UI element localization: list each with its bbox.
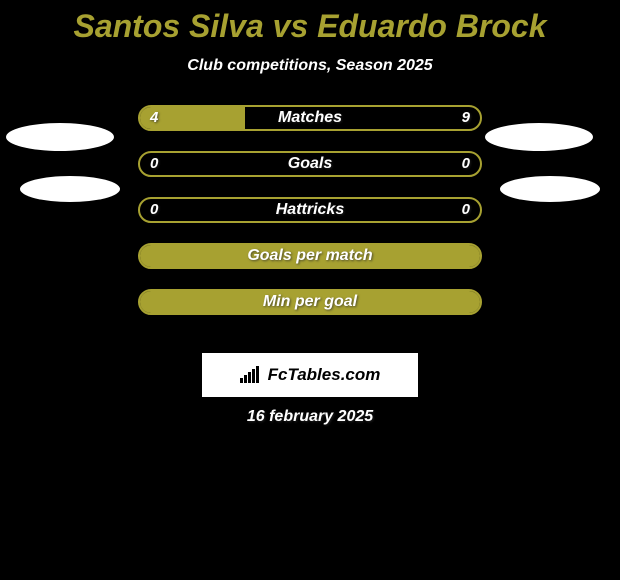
stat-row-min-per-goal: Min per goal	[0, 289, 620, 335]
stat-value-right: 0	[462, 199, 470, 221]
stat-label: Goals per match	[140, 245, 480, 267]
stat-bar: 0 Goals 0	[138, 151, 482, 177]
subtitle: Club competitions, Season 2025	[0, 57, 620, 75]
date-label: 16 february 2025	[0, 408, 620, 426]
stat-row-goals: 0 Goals 0	[0, 151, 620, 197]
chart-icon	[240, 365, 264, 385]
stat-label: Goals	[140, 153, 480, 175]
stat-label: Min per goal	[140, 291, 480, 313]
stat-row-hattricks: 0 Hattricks 0	[0, 197, 620, 243]
fctables-logo: FcTables.com	[202, 353, 418, 397]
stat-value-right: 9	[462, 107, 470, 129]
stat-label: Matches	[140, 107, 480, 129]
stat-bar: Goals per match	[138, 243, 482, 269]
stat-bar: Min per goal	[138, 289, 482, 315]
stat-label: Hattricks	[140, 199, 480, 221]
stats-chart: 4 Matches 9 0 Goals 0 0 Hattricks 0 Goal…	[0, 105, 620, 335]
page-title: Santos Silva vs Eduardo Brock	[0, 0, 620, 45]
stat-row-matches: 4 Matches 9	[0, 105, 620, 151]
logo-text: FcTables.com	[268, 365, 381, 385]
stat-bar: 0 Hattricks 0	[138, 197, 482, 223]
stat-value-right: 0	[462, 153, 470, 175]
stat-row-goals-per-match: Goals per match	[0, 243, 620, 289]
stat-bar: 4 Matches 9	[138, 105, 482, 131]
